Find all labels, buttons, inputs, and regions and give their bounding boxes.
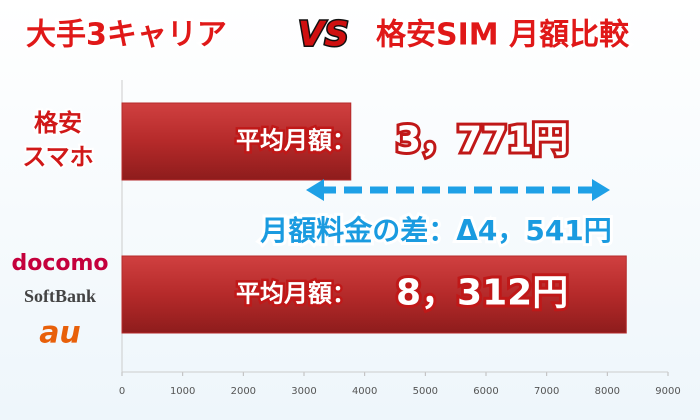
x-tick-label: 6000 [473,386,498,397]
x-tick-label: 1000 [170,386,195,397]
value-label: 8，312円 [396,273,568,314]
category-logo: docomo [11,251,108,276]
arrow-head [306,179,324,201]
arrow-head [592,179,610,201]
title-left: 大手3キャリア [26,18,227,53]
bar [121,255,627,334]
x-tick-label: 9000 [655,386,680,397]
category-label: スマホ [22,143,93,171]
x-tick-label: 5000 [413,386,438,397]
value-label: 3，771円 [396,120,568,161]
title-right: 格安SIM 月額比較 [376,18,630,53]
category-label: 格安 [34,109,82,137]
category-logo: au [39,316,81,351]
x-tick-label: 4000 [352,386,377,397]
difference-label: 月額料金の差：Δ4，541円 [259,214,612,247]
x-tick-label: 3000 [291,386,316,397]
x-tick-label: 8000 [595,386,620,397]
value-label-prefix: 平均月額： [236,127,356,155]
category-logo: SoftBank [24,286,96,306]
value-label-prefix: 平均月額： [236,280,356,308]
x-tick-label: 0 [119,386,125,397]
title-vs: VS [298,15,349,55]
x-tick-label: 2000 [231,386,256,397]
bar [121,102,352,181]
x-tick-label: 7000 [534,386,559,397]
